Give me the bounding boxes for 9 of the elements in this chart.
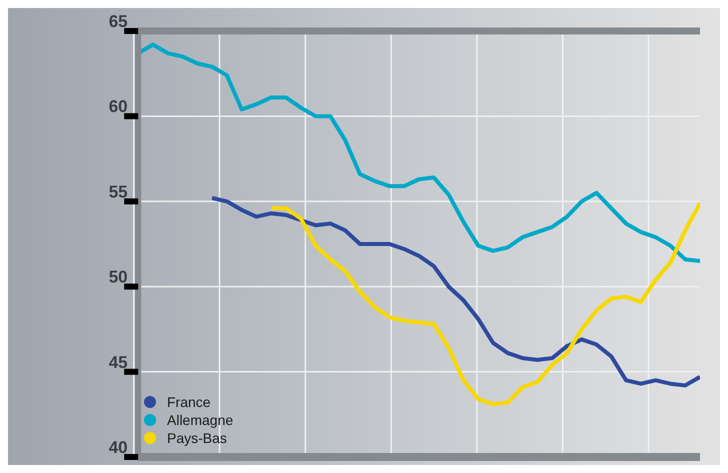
y-tick-label: 65 xyxy=(108,12,128,31)
y-tick-label: 45 xyxy=(108,352,128,372)
legend-label: Allemagne xyxy=(167,412,234,428)
legend-label: Pays-Bas xyxy=(167,430,227,446)
y-tick-label: 55 xyxy=(108,182,128,202)
legend-label: France xyxy=(167,394,211,410)
y-tick-label: 60 xyxy=(108,97,128,116)
y-tick-label: 40 xyxy=(108,438,128,457)
y-tick-label: 50 xyxy=(108,268,128,287)
